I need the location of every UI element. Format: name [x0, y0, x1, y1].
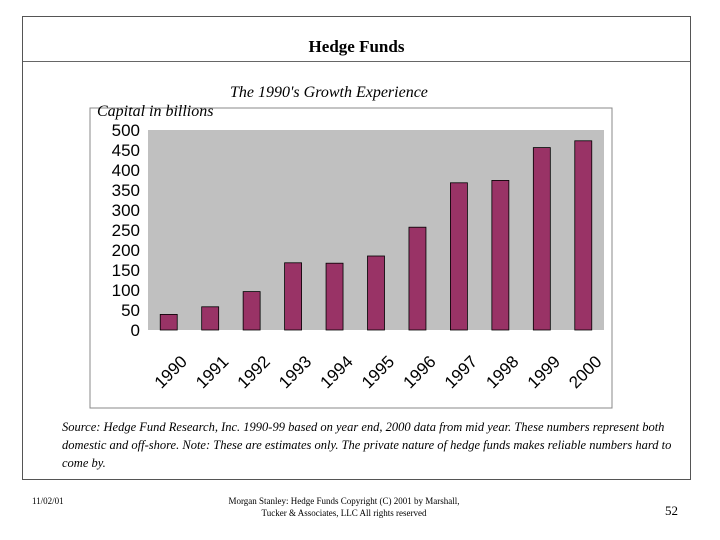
y-tick-label: 400 — [112, 161, 140, 180]
bar — [532, 147, 551, 331]
y-tick-label: 450 — [112, 141, 140, 160]
page-number: 52 — [665, 503, 678, 518]
y-axis-label: Capital in billions — [97, 103, 214, 120]
y-tick-label: 250 — [112, 221, 140, 240]
bar — [491, 179, 510, 331]
y-tick-label: 100 — [112, 281, 140, 300]
slide-title: Hedge Funds — [308, 37, 405, 56]
footer-date: 11/02/01 — [32, 496, 64, 506]
y-tick-label: 0 — [131, 321, 140, 340]
bar — [159, 313, 178, 331]
bar — [325, 262, 344, 331]
bar — [242, 291, 261, 331]
title-bar: Hedge Funds — [23, 17, 690, 62]
y-tick-label: 50 — [121, 301, 140, 320]
bar — [201, 306, 220, 331]
y-tick-label: 350 — [112, 181, 140, 200]
footer-copyright: Morgan Stanley: Hedge Funds Copyright (C… — [228, 496, 460, 518]
y-tick-label: 500 — [112, 121, 140, 140]
chart-title: The 1990's Growth Experience — [230, 84, 428, 101]
y-tick-label: 200 — [112, 241, 140, 260]
bar — [408, 226, 427, 331]
bar — [284, 262, 302, 331]
source-note: Source: Hedge Fund Research, Inc. 1990-9… — [62, 420, 672, 470]
y-tick-label: 300 — [112, 201, 140, 220]
bar — [450, 182, 468, 331]
bar — [367, 255, 385, 331]
y-tick-label: 150 — [112, 261, 140, 280]
slide-frame: Hedge Funds — [22, 16, 691, 480]
bar — [574, 140, 593, 331]
